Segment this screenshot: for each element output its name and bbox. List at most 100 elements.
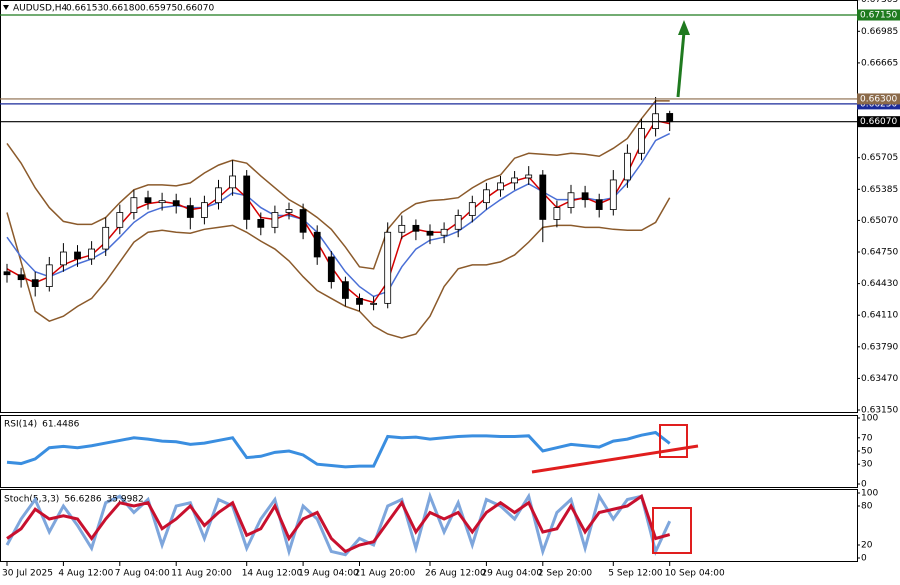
candle-body <box>341 281 349 299</box>
overlay-line <box>6 100 670 270</box>
symbol-label: AUDUSD,H4 <box>13 4 68 14</box>
x-tick-label: 4 Aug 12:00 <box>58 569 113 579</box>
candle-body <box>482 189 490 204</box>
price-level-label: 0.67150 <box>860 11 897 21</box>
y-tick-label: 0.63790 <box>861 342 898 352</box>
price-level-tag <box>857 116 900 128</box>
candle-body <box>31 279 39 287</box>
candle-body <box>130 197 138 213</box>
candle-body <box>102 226 110 250</box>
header-toggle[interactable] <box>3 5 9 10</box>
indicator-tick-label: 80 <box>861 502 873 512</box>
indicator-tick-label: 30 <box>861 460 873 470</box>
candle-body <box>356 298 363 305</box>
candle-body <box>398 224 406 233</box>
candle-body <box>271 212 279 228</box>
y-tick-label: 0.66985 <box>861 27 898 37</box>
candle-body <box>525 174 533 179</box>
candle-body <box>158 200 166 204</box>
stoch-panel-frame <box>0 489 858 562</box>
candle-body <box>327 256 335 283</box>
rsi-highlight-box <box>659 424 688 458</box>
indicator-tick-label: 70 <box>861 433 873 443</box>
candle-body <box>116 212 124 228</box>
y-tick-label: 0.65070 <box>861 216 898 226</box>
candle-body <box>595 199 603 210</box>
candle-body <box>426 230 434 236</box>
indicator-tick-label: 100 <box>861 489 878 499</box>
header-open: 0.66153 <box>66 4 103 14</box>
y-tick-label: 0.65705 <box>861 153 898 163</box>
x-tick-label: 30 Jul 2025 <box>2 569 53 579</box>
indicator-tick-label: 0 <box>861 554 867 564</box>
x-tick-label: 26 Aug 12:00 <box>425 569 486 579</box>
candle-body <box>539 174 547 220</box>
candle-body <box>313 231 321 258</box>
candle-body <box>454 215 462 230</box>
rsi-trendline <box>531 444 699 474</box>
candle-body <box>412 224 420 232</box>
candle-body <box>144 197 152 204</box>
candle-body <box>186 205 194 218</box>
candle-body <box>3 271 11 276</box>
candle-body <box>45 264 53 287</box>
indicator-tick-label: 50 <box>861 447 873 457</box>
candle-body <box>215 187 222 204</box>
candle-body <box>440 228 448 236</box>
y-tick-label: 0.67305 <box>861 0 898 5</box>
y-tick-label: 0.63470 <box>861 374 898 384</box>
y-tick-label: 0.65385 <box>861 185 898 195</box>
overlay-line <box>6 119 670 304</box>
overlay-line <box>6 132 671 298</box>
candle-body <box>74 251 81 260</box>
target-arrow <box>676 31 686 98</box>
indicator-value: 35.9982 <box>107 495 144 505</box>
overlay-line <box>6 197 671 339</box>
indicator-line <box>5 491 672 557</box>
x-tick-label: 5 Sep 12:00 <box>608 569 663 579</box>
indicator-line <box>6 493 671 554</box>
y-tick-label: 0.64750 <box>861 248 898 258</box>
candle-body <box>497 182 504 191</box>
candle-body <box>243 175 251 220</box>
candle-body <box>581 192 589 201</box>
candle-body <box>511 177 519 184</box>
x-tick-label: 21 Aug 20:00 <box>355 569 416 579</box>
header-low: 0.65975 <box>140 4 177 14</box>
header: AUDUSD,H4 0.66153 0.66180 0.65975 0.6607… <box>3 4 214 14</box>
candle-body <box>609 179 617 210</box>
candle-body <box>624 152 631 181</box>
candle-body <box>172 200 180 207</box>
price-level-label: 0.66300 <box>860 94 897 104</box>
header-high: 0.66180 <box>103 4 140 14</box>
candle-body <box>17 274 25 281</box>
x-tick-label: 11 Aug 20:00 <box>171 569 232 579</box>
candle-body <box>468 202 476 216</box>
candle-body <box>200 202 208 218</box>
indicator-name: RSI(14) <box>4 420 37 430</box>
x-tick-label: 10 Sep 04:00 <box>665 569 725 579</box>
candle-body <box>384 231 392 304</box>
candle-body <box>299 209 307 233</box>
candle-body <box>638 128 645 154</box>
y-tick-label: 0.64430 <box>861 279 898 289</box>
x-tick-label: 7 Aug 04:00 <box>115 569 170 579</box>
y-tick-label: 0.66665 <box>861 58 898 68</box>
x-tick-label: 14 Aug 12:00 <box>242 569 303 579</box>
target-arrow-head <box>678 20 690 35</box>
candle-body <box>257 219 265 228</box>
main-panel-frame <box>0 0 858 413</box>
indicator-tick-label: 0 <box>861 480 867 490</box>
y-tick-label: 0.63150 <box>861 406 898 416</box>
indicator-tick-label: 20 <box>861 541 873 551</box>
candle-body <box>567 192 575 208</box>
x-tick-label: 2 Sep 20:00 <box>538 569 593 579</box>
indicator-name: Stoch(5,3,3) <box>4 495 59 505</box>
indicator-line <box>6 430 671 469</box>
candle-body <box>88 248 95 260</box>
y-tick-label: 0.64110 <box>861 311 898 321</box>
header-close: 0.66070 <box>177 4 214 14</box>
candle-body <box>370 302 378 305</box>
indicator-value: 61.4486 <box>42 420 79 430</box>
candle-body <box>229 175 237 189</box>
